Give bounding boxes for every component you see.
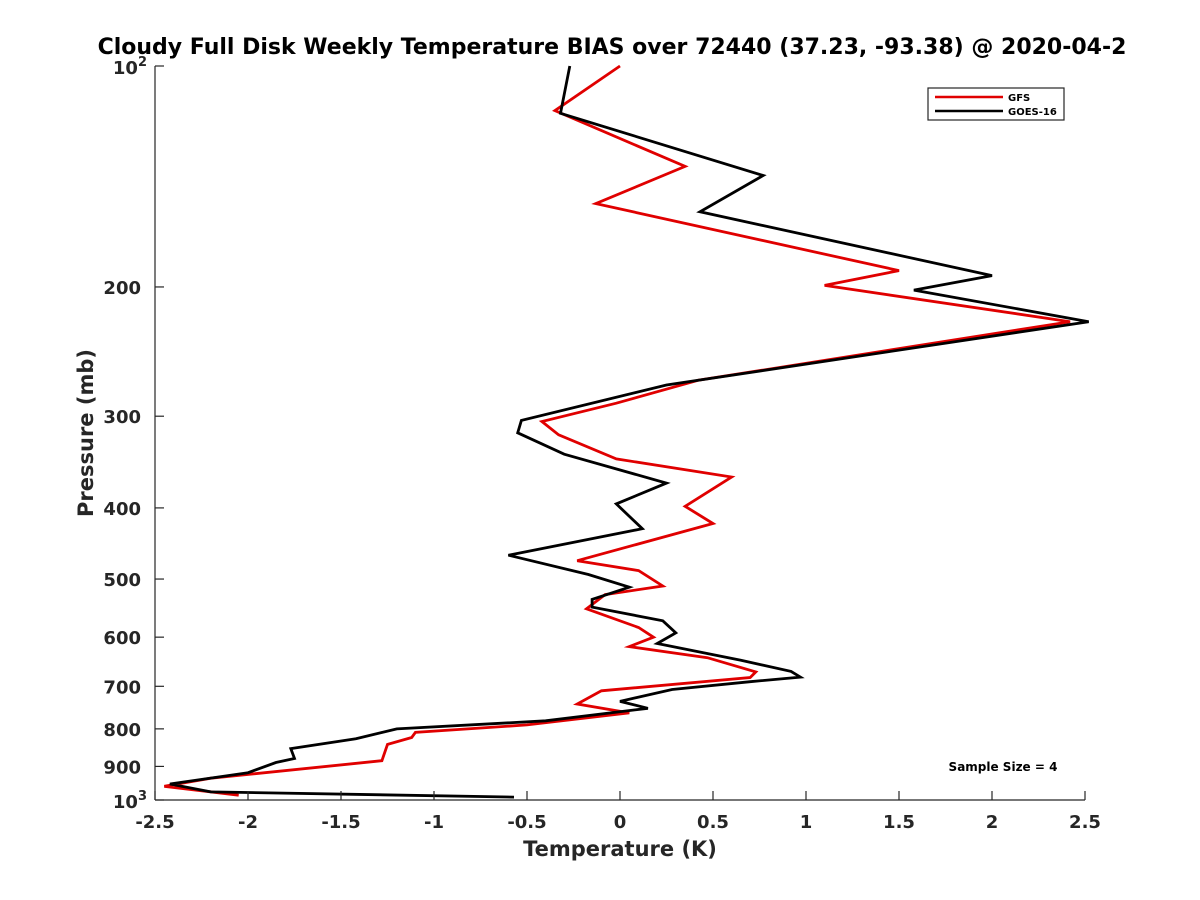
legend-box (927, 87, 1065, 121)
legend-label-goes16: GOES-16 (1008, 107, 1057, 118)
y-tick-label: 800 (103, 720, 141, 741)
x-tick-label: -1.5 (321, 812, 360, 833)
y-tick-label: 200 (103, 278, 141, 299)
x-axis-label: Temperature (K) (523, 837, 717, 861)
x-tick-label: 0.5 (697, 812, 729, 833)
x-tick-label: -2.5 (135, 812, 174, 833)
x-tick-label: -0.5 (507, 812, 546, 833)
y-axis-label: Pressure (mb) (74, 349, 98, 517)
y-tick-label: 900 (103, 757, 141, 778)
chart-title: Cloudy Full Disk Weekly Temperature BIAS… (98, 35, 1127, 60)
x-tick-label: 1 (800, 812, 813, 833)
y-tick-label: 102 (113, 55, 147, 79)
y-tick-label: 500 (103, 570, 141, 591)
series-lines (164, 64, 1089, 799)
y-tick-label: 700 (103, 677, 141, 698)
x-ticks: -2.5 -2 -1.5 -1 -0.5 0 0.5 1 1.5 2 2.5 (135, 791, 1101, 833)
series-line-goes16 (169, 65, 1089, 799)
x-tick-label: -1 (424, 812, 444, 833)
y-tick-label: 300 (103, 407, 141, 428)
x-tick-label: 1.5 (883, 812, 915, 833)
series-line-gfs (164, 64, 1071, 797)
legend-label-gfs: GFS (1008, 93, 1030, 104)
y-tick-label: 103 (113, 789, 147, 813)
y-tick-label: 600 (103, 628, 141, 649)
x-tick-label: 0 (614, 812, 627, 833)
y-ticks: 102 200 300 400 500 600 700 800 900 103 (103, 55, 164, 813)
y-tick-label: 400 (103, 499, 141, 520)
x-tick-label: 2 (986, 812, 999, 833)
legend: GFS GOES-16 (927, 87, 1065, 121)
x-tick-label: -2 (238, 812, 258, 833)
sample-size-annotation: Sample Size = 4 (949, 760, 1058, 774)
x-tick-label: 2.5 (1069, 812, 1101, 833)
